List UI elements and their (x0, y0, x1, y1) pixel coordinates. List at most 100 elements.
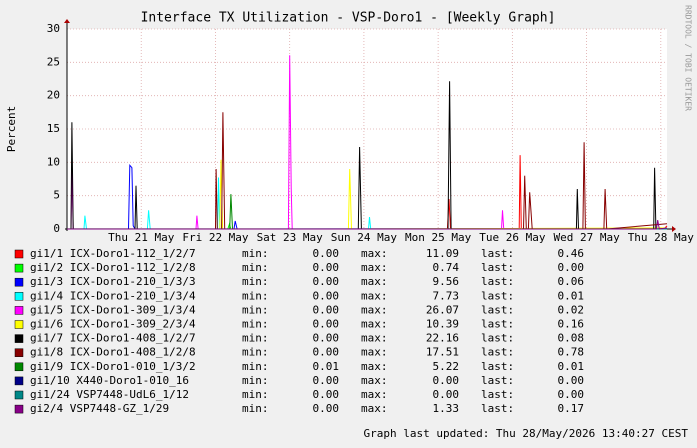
legend-max: 10.39 (426, 318, 459, 331)
y-tick-label: 0 (53, 222, 60, 235)
legend-name: gi1/7 ICX-Doro1-408_1/2/7 (30, 332, 196, 345)
y-axis-label: Percent (5, 106, 18, 152)
legend-label: last: (481, 247, 514, 260)
y-tick-label: 5 (53, 189, 60, 202)
legend-last: 0.01 (558, 289, 585, 302)
legend-label: last: (481, 303, 514, 316)
legend-max: 0.74 (433, 261, 460, 274)
legend-swatch (14, 390, 24, 400)
legend-last: 0.78 (558, 346, 585, 359)
legend-min: 0.00 (313, 388, 340, 401)
legend-min: 0.00 (313, 402, 340, 415)
legend-label: max: (361, 275, 388, 288)
legend-swatch (14, 348, 24, 357)
legend-swatch (14, 376, 24, 386)
legend-min: 0.01 (313, 360, 340, 373)
legend-last: 0.02 (558, 303, 585, 316)
footer: Graph last updated: Thu 28/May/2026 13:4… (363, 427, 688, 440)
legend-max: 0.00 (433, 388, 460, 401)
legend-swatch (14, 404, 24, 414)
legend-min: 0.00 (313, 261, 340, 274)
legend-name: gi2/4 VSP7448-GZ_1/29 (30, 402, 169, 415)
legend-label: max: (361, 318, 388, 331)
legend-max: 9.56 (433, 275, 460, 288)
legend-label: last: (481, 318, 514, 331)
legend-swatch (14, 306, 24, 315)
legend-label: max: (361, 261, 388, 274)
legend-label: max: (361, 289, 388, 302)
watermark: RRDTOOL / TOBI OETIKER (684, 5, 693, 111)
legend-name: gi1/8 ICX-Doro1-408_1/2/8 (30, 346, 196, 359)
legend-label: max: (361, 374, 388, 387)
legend-label: min: (242, 247, 269, 260)
legend-name: gi1/9 ICX-Doro1-010_1/3/2 (30, 360, 196, 373)
legend-last: 0.00 (558, 261, 585, 274)
legend-label: min: (242, 303, 269, 316)
x-tick-label: Sun 24 May (331, 231, 398, 244)
legend-label: min: (242, 261, 269, 274)
legend-label: last: (481, 346, 514, 359)
legend-min: 0.00 (313, 332, 340, 345)
y-tick-label: 25 (47, 55, 60, 68)
legend-label: last: (481, 289, 514, 302)
series-line (67, 163, 668, 230)
legend-max: 7.73 (433, 289, 460, 302)
legend-label: min: (242, 388, 269, 401)
legend-min: 0.00 (313, 247, 340, 260)
legend-max: 22.16 (426, 332, 459, 345)
chart-title: Interface TX Utilization - VSP-Doro1 - [… (141, 11, 556, 26)
legend-swatch (14, 292, 24, 301)
legend-max: 11.09 (426, 247, 459, 260)
x-tick-label: Thu 21 May (108, 231, 175, 244)
legend-last: 0.46 (558, 247, 585, 260)
legend-label: max: (361, 247, 388, 260)
y-tick-label: 15 (47, 122, 60, 135)
legend-swatch (14, 277, 24, 287)
legend-label: min: (242, 275, 269, 288)
legend-last: 0.17 (558, 402, 585, 415)
legend-max: 17.51 (426, 346, 459, 359)
legend-label: min: (242, 360, 269, 373)
legend-label: min: (242, 374, 269, 387)
legend-last: 0.00 (558, 388, 585, 401)
legend-swatch (14, 263, 24, 273)
y-tick-label: 10 (47, 155, 60, 168)
x-tick-label: Mon 25 May (405, 231, 472, 244)
x-tick-label: Fri 22 May (182, 231, 249, 244)
legend-label: max: (361, 332, 388, 345)
legend-label: max: (361, 388, 388, 401)
legend-swatch (14, 249, 24, 259)
y-tick-label: 20 (47, 89, 60, 102)
legend-min: 0.00 (313, 275, 340, 288)
legend-name: gi1/4 ICX-Doro1-210_1/3/4 (30, 289, 196, 302)
legend-label: last: (481, 388, 514, 401)
legend-label: min: (242, 402, 269, 415)
legend-max: 1.33 (433, 402, 460, 415)
legend-last: 0.06 (558, 275, 585, 288)
axis-arrow (672, 226, 676, 232)
legend-label: min: (242, 289, 269, 302)
legend-label: max: (361, 402, 388, 415)
legend-last: 0.08 (558, 332, 585, 345)
legend-min: 0.00 (313, 289, 340, 302)
legend-label: last: (481, 402, 514, 415)
x-tick-label: Wed 27 May (553, 231, 620, 244)
legend-name: gi1/10 X440-Doro1-010_16 (30, 374, 189, 387)
legend-label: max: (361, 346, 388, 359)
legend-label: last: (481, 374, 514, 387)
legend-label: min: (242, 346, 269, 359)
legend-label: last: (481, 261, 514, 274)
legend-max: 5.22 (433, 360, 460, 373)
y-tick-label: 30 (47, 22, 60, 35)
legend-label: max: (361, 303, 388, 316)
legend-name: gi1/3 ICX-Doro1-210_1/3/3 (30, 275, 196, 288)
legend-min: 0.00 (313, 318, 340, 331)
legend-swatch (14, 334, 24, 343)
legend-name: gi1/2 ICX-Doro1-112_1/2/8 (30, 261, 196, 274)
x-tick-label: Tue 26 May (479, 231, 546, 244)
legend-name: gi1/6 ICX-Doro1-309_2/3/4 (30, 318, 196, 331)
legend-label: min: (242, 332, 269, 345)
x-tick-label: Thu 28 May (628, 231, 695, 244)
legend-min: 0.00 (313, 303, 340, 316)
